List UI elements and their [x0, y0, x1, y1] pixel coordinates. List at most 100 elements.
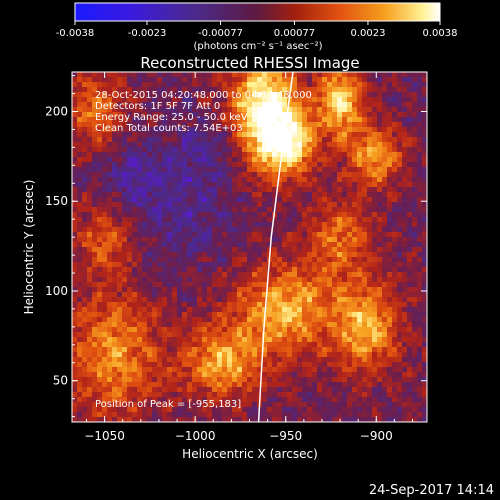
heatmap-cell [302, 147, 307, 152]
heatmap-cell [337, 242, 342, 247]
heatmap-cell [112, 137, 117, 142]
heatmap-cell [207, 347, 212, 352]
heatmap-cell [372, 92, 377, 97]
heatmap-cell [262, 297, 267, 302]
heatmap-cell [412, 417, 417, 422]
heatmap-cell [317, 397, 322, 402]
heatmap-cell [192, 417, 197, 422]
heatmap-cell [342, 72, 347, 77]
heatmap-cell [92, 82, 97, 87]
heatmap-cell [322, 292, 327, 297]
heatmap-cell [92, 282, 97, 287]
heatmap-cell [267, 277, 272, 282]
heatmap-cell [92, 362, 97, 367]
heatmap-cell [392, 177, 397, 182]
heatmap-cell [372, 182, 377, 187]
heatmap-cell [397, 387, 402, 392]
heatmap-cell [142, 192, 147, 197]
heatmap-cell [287, 112, 292, 117]
heatmap-cell [162, 352, 167, 357]
heatmap-cell [422, 262, 427, 267]
heatmap-cell [212, 307, 217, 312]
heatmap-cell [252, 382, 257, 387]
heatmap-cell [77, 77, 82, 82]
heatmap-cell [337, 387, 342, 392]
heatmap-cell [177, 147, 182, 152]
heatmap-cell [352, 337, 357, 342]
heatmap-cell [137, 252, 142, 257]
heatmap-cell [102, 82, 107, 87]
heatmap-cell [417, 207, 422, 212]
heatmap-cell [287, 402, 292, 407]
heatmap-cell [107, 382, 112, 387]
heatmap-cell [292, 232, 297, 237]
heatmap-cell [287, 292, 292, 297]
heatmap-cell [82, 402, 87, 407]
heatmap-cell [237, 102, 242, 107]
heatmap-cell [162, 292, 167, 297]
heatmap-cell [212, 417, 217, 422]
heatmap-cell [282, 187, 287, 192]
heatmap-cell [212, 367, 217, 372]
heatmap-cell [262, 102, 267, 107]
heatmap-cell [272, 157, 277, 162]
heatmap-cell [257, 382, 262, 387]
heatmap-cell [242, 367, 247, 372]
heatmap-cell [397, 112, 402, 117]
heatmap-cell [137, 377, 142, 382]
heatmap-cell [412, 212, 417, 217]
heatmap-cell [282, 312, 287, 317]
heatmap-cell [307, 272, 312, 277]
heatmap-cell [217, 382, 222, 387]
heatmap-cell [247, 322, 252, 327]
heatmap-cell [367, 172, 372, 177]
heatmap-cell [272, 297, 277, 302]
heatmap-cell [142, 137, 147, 142]
heatmap-cell [237, 92, 242, 97]
heatmap-cell [417, 317, 422, 322]
heatmap-cell [127, 107, 132, 112]
heatmap-cell [182, 332, 187, 337]
heatmap-cell [227, 222, 232, 227]
heatmap-cell [247, 407, 252, 412]
heatmap-cell [257, 72, 262, 77]
heatmap-cell [332, 392, 337, 397]
heatmap-cell [412, 337, 417, 342]
heatmap-cell [82, 387, 87, 392]
heatmap-cell [372, 337, 377, 342]
heatmap-cell [257, 267, 262, 272]
heatmap-cell [187, 322, 192, 327]
heatmap-cell [182, 292, 187, 297]
heatmap-cell [197, 227, 202, 232]
heatmap-cell [127, 347, 132, 352]
heatmap-cell [172, 82, 177, 87]
heatmap-cell [132, 122, 137, 127]
heatmap-cell [317, 237, 322, 242]
heatmap-cell [277, 282, 282, 287]
heatmap-cell [372, 402, 377, 407]
heatmap-cell [317, 322, 322, 327]
heatmap-cell [332, 157, 337, 162]
heatmap-cell [417, 82, 422, 87]
heatmap-cell [97, 207, 102, 212]
heatmap-cell [362, 227, 367, 232]
heatmap-cell [322, 262, 327, 267]
heatmap-cell [267, 202, 272, 207]
heatmap-cell [77, 72, 82, 77]
heatmap-cell [397, 162, 402, 167]
heatmap-cell [197, 237, 202, 242]
heatmap-cell [412, 227, 417, 232]
heatmap-cell [252, 172, 257, 177]
heatmap-cell [387, 237, 392, 242]
heatmap-cell [302, 177, 307, 182]
heatmap-cell [322, 207, 327, 212]
heatmap-cell [287, 362, 292, 367]
heatmap-cell [402, 327, 407, 332]
heatmap-cell [227, 197, 232, 202]
heatmap-cell [422, 242, 427, 247]
heatmap-cell [202, 407, 207, 412]
heatmap-cell [202, 387, 207, 392]
heatmap-cell [402, 402, 407, 407]
heatmap-cell [192, 77, 197, 82]
heatmap-cell [297, 292, 302, 297]
